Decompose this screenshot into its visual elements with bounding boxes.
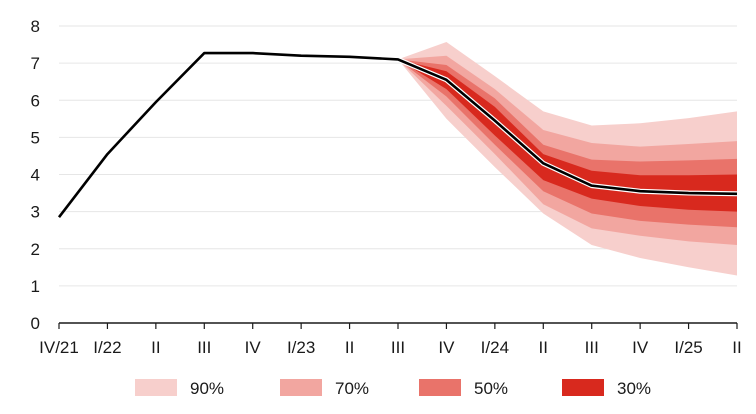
- x-tick-label-13: I/25: [674, 338, 702, 357]
- y-tick-label-1: 1: [31, 277, 40, 296]
- x-tick-label-3: III: [197, 338, 211, 357]
- y-axis-ticks: 0 1 2 3 4 5 6 7 8: [31, 17, 40, 333]
- fan-bands: [398, 41, 737, 276]
- x-tick-label-8: IV: [438, 338, 455, 357]
- legend: 90% 70% 50% 30%: [135, 379, 651, 398]
- x-tick-label-2: II: [151, 338, 160, 357]
- y-tick-label-5: 5: [31, 128, 40, 147]
- legend-swatch-90pct: [135, 379, 177, 396]
- legend-label-50pct: 50%: [474, 379, 508, 398]
- y-tick-label-3: 3: [31, 203, 40, 222]
- x-tick-label-9: I/24: [481, 338, 509, 357]
- legend-label-90pct: 90%: [190, 379, 224, 398]
- x-tick-label-6: II: [345, 338, 354, 357]
- y-tick-label-8: 8: [31, 17, 40, 36]
- x-tick-label-7: III: [391, 338, 405, 357]
- x-tick-label-5: I/23: [287, 338, 315, 357]
- series-lines: [57, 51, 738, 218]
- legend-label-30pct: 30%: [617, 379, 651, 398]
- y-tick-label-0: 0: [31, 314, 40, 333]
- legend-swatch-70pct: [280, 379, 322, 396]
- gridlines: [59, 25, 737, 287]
- x-tick-label-4: IV: [245, 338, 262, 357]
- y-tick-label-7: 7: [31, 54, 40, 73]
- legend-swatch-50pct: [419, 379, 461, 396]
- legend-swatch-30pct: [562, 379, 604, 396]
- x-tick-label-11: III: [585, 338, 599, 357]
- x-tick-label-10: II: [539, 338, 548, 357]
- x-tick-label-0: IV/21: [39, 338, 79, 357]
- y-tick-label-2: 2: [31, 240, 40, 259]
- legend-label-70pct: 70%: [335, 379, 369, 398]
- x-tick-label-14: II: [732, 338, 741, 357]
- y-tick-label-6: 6: [31, 91, 40, 110]
- y-tick-label-4: 4: [31, 166, 40, 185]
- x-tick-label-1: I/22: [93, 338, 121, 357]
- x-tick-label-12: IV: [632, 338, 649, 357]
- x-axis-ticks: IV/21 I/22 II III IV I/23 II III IV I/24 II III IV I/…: [39, 323, 742, 357]
